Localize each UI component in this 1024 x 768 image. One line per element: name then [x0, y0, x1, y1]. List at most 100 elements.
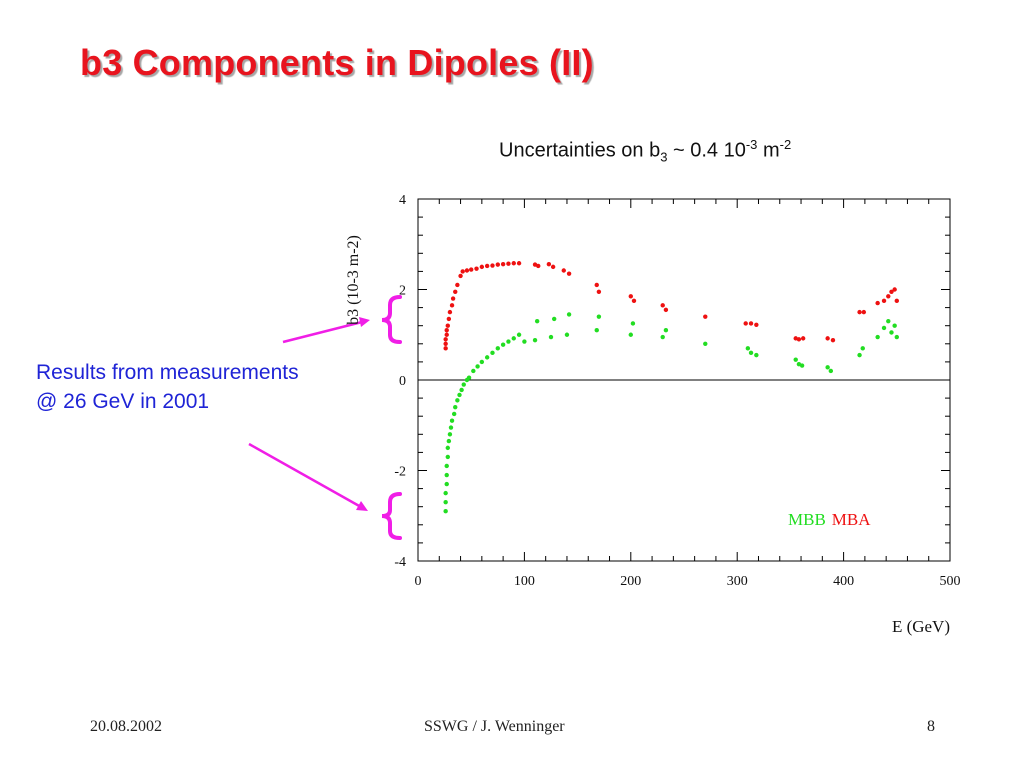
data-point-mbb	[443, 509, 448, 514]
data-point-mba	[594, 282, 599, 288]
data-point-mba	[663, 307, 669, 313]
data-point-mbb	[825, 365, 830, 370]
footer-author: SSWG / J. Wenninger	[424, 718, 565, 735]
data-point-mba	[800, 336, 806, 341]
data-point-mba	[495, 262, 500, 267]
x-tick-label: 100	[514, 574, 535, 589]
data-point-mba	[447, 309, 453, 315]
data-point-mbb	[449, 418, 455, 423]
tick-labels: 0 100 200 300 400 500 -4 -2 0 2 4	[394, 193, 960, 589]
data-point-mba	[703, 314, 708, 319]
y-tick-label: 4	[399, 193, 406, 208]
data-point-mbb	[444, 463, 449, 469]
data-point-mbb	[471, 368, 476, 374]
data-point-mba	[469, 267, 474, 272]
measurement-note: Results from measurements @ 26 GeV in 20…	[36, 358, 366, 416]
data-point-mbb	[443, 490, 448, 496]
data-point-mba	[516, 261, 522, 266]
data-point-mba	[490, 263, 495, 268]
data-point-mba	[894, 298, 899, 304]
chart-legend: MBB MBA	[788, 510, 871, 529]
data-point-mba	[443, 346, 448, 351]
b3-scatter-chart: 0 100 200 300 400 500 -4 -2 0 2 4 b3 (10-3 m-2) E …	[345, 193, 961, 636]
data-point-mbb	[663, 328, 669, 333]
data-point-mba	[460, 269, 465, 274]
data-point-mbb	[881, 325, 887, 331]
uncertainty-unit-exponent: -2	[779, 137, 792, 152]
data-point-mba	[449, 303, 455, 308]
uncertainty-subscript: 3	[660, 149, 668, 165]
data-point-mba	[566, 271, 572, 276]
data-point-mba	[474, 266, 479, 271]
uncertainty-mid: ~ 0.4 10	[667, 139, 746, 162]
data-point-mbb	[551, 316, 557, 322]
data-point-mba	[660, 303, 665, 308]
x-tick-label: 500	[940, 574, 961, 589]
data-point-mbb	[748, 350, 754, 356]
data-point-mbb	[745, 346, 751, 351]
upper-brace	[381, 295, 402, 344]
legend-entry-mbb: MBB	[788, 510, 826, 529]
data-point-mbb	[630, 321, 636, 326]
data-point-mba	[511, 261, 516, 266]
note-line-2: @ 26 GeV in 2001	[36, 390, 210, 413]
upper-arrow	[282, 320, 363, 344]
data-point-mbb	[566, 312, 572, 317]
data-point-mba	[875, 300, 880, 306]
data-point-mba	[450, 296, 456, 301]
data-point-mba	[458, 273, 463, 279]
x-tick-label: 0	[415, 574, 422, 589]
data-point-mbb	[889, 330, 894, 335]
x-tick-label: 300	[727, 574, 748, 589]
data-point-mbb	[892, 323, 897, 328]
lower-arrow	[248, 442, 362, 509]
data-point-mbb	[444, 472, 449, 478]
data-point-mba	[861, 309, 867, 315]
y-tick-label: -4	[394, 555, 406, 570]
data-points	[443, 261, 899, 514]
data-point-mbb	[457, 392, 462, 398]
upper-arrow-head	[359, 317, 370, 327]
y-tick-label: -2	[394, 465, 406, 480]
data-point-mba	[506, 261, 511, 266]
data-point-mbb	[857, 352, 862, 358]
data-point-mbb	[886, 318, 891, 324]
data-point-mbb	[534, 318, 540, 324]
footer-page-number: 8	[927, 718, 935, 735]
data-point-mba	[443, 341, 448, 346]
data-point-mbb	[479, 359, 485, 365]
uncertainty-unit: m	[757, 139, 780, 162]
data-point-mba	[796, 337, 802, 342]
lower-brace	[381, 492, 402, 540]
data-point-mba	[464, 268, 470, 273]
legend-entry-mba: MBA	[832, 510, 871, 529]
data-point-mba	[484, 263, 490, 269]
data-point-mbb	[703, 341, 708, 346]
lower-arrow-head	[356, 501, 368, 511]
x-tick-label: 200	[620, 574, 641, 589]
data-point-mbb	[860, 346, 865, 351]
y-axis-label: b3 (10-3 m-2)	[345, 235, 362, 325]
data-point-mbb	[475, 364, 480, 369]
data-point-mba	[754, 322, 759, 327]
data-point-mbb	[451, 411, 457, 417]
data-point-mbb	[828, 368, 834, 374]
data-point-mba	[479, 264, 485, 270]
data-point-mbb	[875, 334, 880, 340]
data-point-mbb	[660, 334, 665, 340]
data-point-mba	[550, 264, 556, 270]
data-point-mbb	[522, 339, 527, 344]
data-point-mbb	[459, 387, 464, 393]
data-point-mba	[561, 268, 566, 273]
data-point-mbb	[445, 454, 450, 460]
data-point-mbb	[564, 332, 570, 337]
data-point-mbb	[466, 375, 472, 380]
uncertainty-exponent: -3	[745, 137, 758, 152]
data-point-mba	[446, 316, 452, 322]
data-point-mbb	[444, 481, 449, 487]
data-point-mba	[857, 309, 862, 315]
data-point-mba	[892, 287, 897, 292]
data-point-mba	[743, 321, 748, 326]
uncertainty-note: Uncertainties on b3 ~ 0.4 10-3 m-2	[499, 137, 791, 165]
data-point-mba	[631, 298, 637, 304]
